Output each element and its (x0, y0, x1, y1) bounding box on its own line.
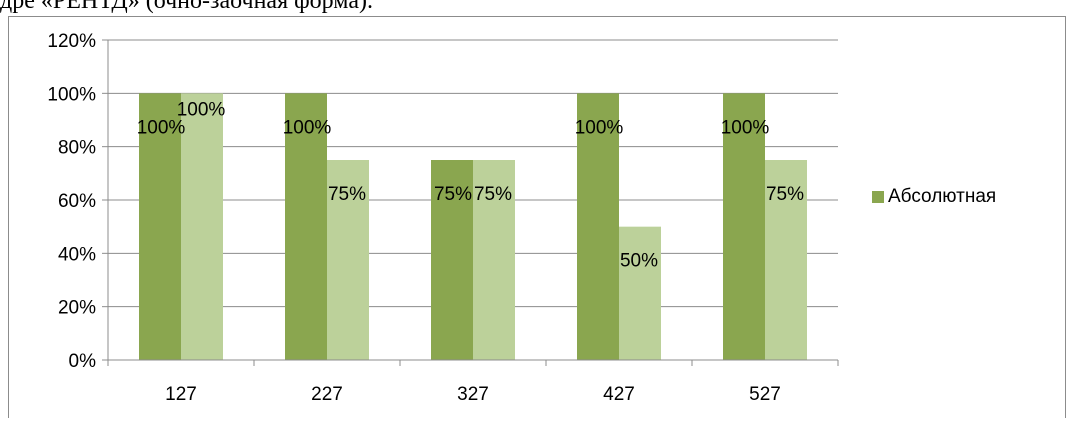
document-text-line: дре «РЕНТД» (очно-заочная форма). (0, 0, 373, 14)
x-tick-label: 527 (749, 384, 781, 405)
y-tick-label: 20% (58, 298, 96, 319)
bar (327, 160, 369, 360)
x-tick-label: 127 (165, 384, 197, 405)
y-tick-label: 60% (58, 191, 96, 212)
data-label: 100% (137, 117, 186, 138)
x-tick-label: 227 (311, 384, 343, 405)
legend-swatch (872, 191, 884, 203)
data-label: 75% (766, 184, 804, 205)
chart-frame (8, 16, 1066, 418)
axes: 0% 20% 40% 60% 80% 100% 120% 127 227 327 427 527 (47, 31, 839, 405)
bar (181, 93, 223, 360)
bar (139, 93, 181, 360)
bar (577, 93, 619, 360)
bar (765, 160, 807, 360)
data-labels: 100%100%100%75% 75% 75%100%50%100%75% (137, 99, 804, 271)
legend: Абсолютная (872, 186, 996, 207)
data-label: 75% (328, 184, 366, 205)
y-tick-label: 100% (47, 84, 96, 105)
data-label: 50% (620, 251, 658, 272)
data-label: 100% (177, 99, 226, 120)
x-tick-label: 327 (457, 384, 489, 405)
bar-series (139, 93, 807, 360)
bar (285, 93, 327, 360)
bar (723, 93, 765, 360)
bar (619, 226, 661, 360)
data-label: 100% (283, 117, 332, 138)
data-label: 75% (434, 184, 472, 205)
y-tick-label: 40% (58, 244, 96, 265)
legend-label: Абсолютная (888, 186, 996, 207)
y-tick-label: 80% (58, 138, 96, 159)
data-label: 75% (474, 184, 512, 205)
y-tick-label: 0% (69, 351, 97, 372)
data-label: 100% (721, 117, 770, 138)
data-label: 100% (575, 117, 624, 138)
bar (473, 160, 515, 360)
x-tick-label: 427 (603, 384, 635, 405)
bar (431, 160, 473, 360)
y-tick-label: 120% (47, 31, 96, 52)
